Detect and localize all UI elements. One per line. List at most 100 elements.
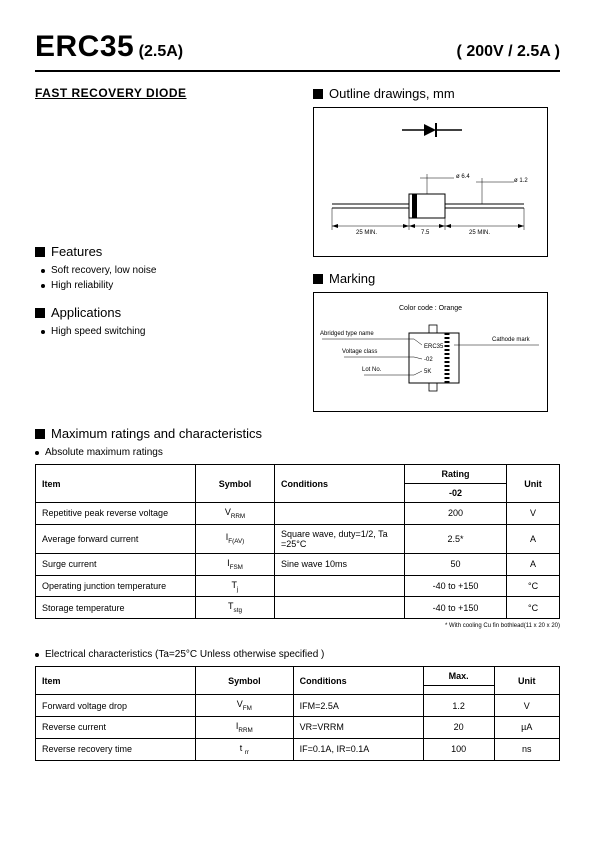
cell-unit: °C xyxy=(507,575,560,597)
col-symbol: Symbol xyxy=(196,667,294,695)
max-ratings-section: Maximum ratings and characteristics Abso… xyxy=(35,426,560,629)
marking-lbl-2: Lot No. xyxy=(362,367,381,373)
cell-unit: A xyxy=(507,553,560,575)
blank-sub xyxy=(423,686,494,695)
cell-item: Forward voltage drop xyxy=(36,695,196,717)
col-item: Item xyxy=(36,465,196,503)
cell-symbol: IFSM xyxy=(196,553,275,575)
col-unit: Unit xyxy=(507,465,560,503)
cell-symbol: IF(AV) xyxy=(196,524,275,553)
feature-item: Soft recovery, low noise xyxy=(41,265,295,276)
device-type: FAST RECOVERY DIODE xyxy=(35,86,295,100)
cell-item: Storage temperature xyxy=(36,597,196,619)
table-row: Storage temperatureTstg -40 to +150°C xyxy=(36,597,560,619)
applications-list: High speed switching xyxy=(35,326,295,337)
table-row: Average forward currentIF(AV)Square wave… xyxy=(36,524,560,553)
col-item: Item xyxy=(36,667,196,695)
outline-drawing: ø 6.4 ø 1.2 25 MIN. 7.5 25 MIN. xyxy=(313,107,548,257)
outline-heading: Outline drawings, mm xyxy=(313,86,560,101)
elec-char-caption: Electrical characteristics (Ta=25°C Unle… xyxy=(35,649,560,660)
right-column: Outline drawings, mm xyxy=(313,86,560,412)
square-bullet-icon xyxy=(313,89,323,99)
cell-item: Reverse current xyxy=(36,716,196,738)
col-rating: Rating xyxy=(405,465,507,484)
cell-symbol: t rr xyxy=(196,738,294,760)
cell-cond xyxy=(275,575,405,597)
col-unit: Unit xyxy=(494,667,559,695)
cell-rating: -40 to +150 xyxy=(405,597,507,619)
header: ERC35 (2.5A) ( 200V / 2.5A ) xyxy=(35,30,560,64)
cell-symbol: Tstg xyxy=(196,597,275,619)
dim-lead-left: 25 MIN. xyxy=(356,230,377,236)
elec-char-section: Electrical characteristics (Ta=25°C Unle… xyxy=(35,649,560,760)
cell-rating: 200 xyxy=(405,503,507,525)
diode-symbol-icon xyxy=(402,120,462,140)
marking-heading: Marking xyxy=(313,271,560,286)
table-row: Reverse currentIRRMVR=VRRM20µA xyxy=(36,716,560,738)
cell-symbol: Tj xyxy=(196,575,275,597)
table-row: Repetitive peak reverse voltageVRRM 200V xyxy=(36,503,560,525)
marking-diagram: Color code : Orange ERC35 -02 5K xyxy=(313,292,548,412)
max-ratings-footnote: * With cooling Cu fin bothlead(11 x 20 x… xyxy=(35,623,560,629)
cell-item: Reverse recovery time xyxy=(36,738,196,760)
square-bullet-icon xyxy=(35,247,45,257)
col-cond: Conditions xyxy=(293,667,423,695)
col-cond: Conditions xyxy=(275,465,405,503)
cell-cond: Square wave, duty=1/2, Ta =25°C xyxy=(275,524,405,553)
left-column: FAST RECOVERY DIODE Features Soft recove… xyxy=(35,86,295,412)
marking-drawing-icon: ERC35 -02 5K xyxy=(314,315,549,415)
applications-heading: Applications xyxy=(35,305,295,320)
cell-unit: V xyxy=(507,503,560,525)
svg-text:5K: 5K xyxy=(424,369,431,375)
top-section: FAST RECOVERY DIODE Features Soft recove… xyxy=(35,86,560,412)
table-row: Forward voltage dropVFMIFM=2.5A1.2V xyxy=(36,695,560,717)
svg-text:-02: -02 xyxy=(424,357,433,363)
application-item: High speed switching xyxy=(41,326,295,337)
max-ratings-label: Maximum ratings and characteristics xyxy=(51,426,262,441)
cell-unit: V xyxy=(494,695,559,717)
rating-sub: -02 xyxy=(405,484,507,503)
dim-lead: ø 1.2 xyxy=(514,178,528,184)
spec-summary: ( 200V / 2.5A ) xyxy=(457,43,560,61)
square-bullet-icon xyxy=(313,274,323,284)
cell-cond: IFM=2.5A xyxy=(293,695,423,717)
applications-label: Applications xyxy=(51,305,121,320)
svg-text:ERC35: ERC35 xyxy=(424,344,444,350)
dim-body-len: 7.5 xyxy=(421,230,429,236)
table-row: Operating junction temperatureTj -40 to +… xyxy=(36,575,560,597)
cell-symbol: IRRM xyxy=(196,716,294,738)
cell-cond xyxy=(275,503,405,525)
part-number: ERC35 xyxy=(35,30,134,63)
cell-rating: 50 xyxy=(405,553,507,575)
cell-symbol: VRRM xyxy=(196,503,275,525)
cell-rating: -40 to +150 xyxy=(405,575,507,597)
features-label: Features xyxy=(51,244,102,259)
table-row: Surge currentIFSMSine wave 10ms50A xyxy=(36,553,560,575)
cell-max: 100 xyxy=(423,738,494,760)
col-max: Max. xyxy=(423,667,494,686)
cell-item: Surge current xyxy=(36,553,196,575)
dim-body: ø 6.4 xyxy=(456,174,470,180)
header-rule xyxy=(35,70,560,72)
cell-unit: ns xyxy=(494,738,559,760)
table-header-row: Item Symbol Conditions Rating Unit xyxy=(36,465,560,484)
cell-rating: 2.5* xyxy=(405,524,507,553)
elec-char-table: Item Symbol Conditions Max. Unit Forward… xyxy=(35,666,560,760)
marking-lbl-1: Voltage class xyxy=(342,349,377,355)
max-ratings-heading: Maximum ratings and characteristics xyxy=(35,426,560,441)
cell-cond: VR=VRRM xyxy=(293,716,423,738)
square-bullet-icon xyxy=(35,429,45,439)
dim-lead-right: 25 MIN. xyxy=(469,230,490,236)
cell-unit: °C xyxy=(507,597,560,619)
marking-lbl-0: Abridged type name xyxy=(320,331,374,337)
square-bullet-icon xyxy=(35,308,45,318)
col-symbol: Symbol xyxy=(196,465,275,503)
table-row: Reverse recovery timet rrIF=0.1A, IR=0.1… xyxy=(36,738,560,760)
cell-item: Operating junction temperature xyxy=(36,575,196,597)
features-heading: Features xyxy=(35,244,295,259)
cell-item: Repetitive peak reverse voltage xyxy=(36,503,196,525)
cell-unit: A xyxy=(507,524,560,553)
cell-max: 1.2 xyxy=(423,695,494,717)
cell-item: Average forward current xyxy=(36,524,196,553)
cell-cond: Sine wave 10ms xyxy=(275,553,405,575)
